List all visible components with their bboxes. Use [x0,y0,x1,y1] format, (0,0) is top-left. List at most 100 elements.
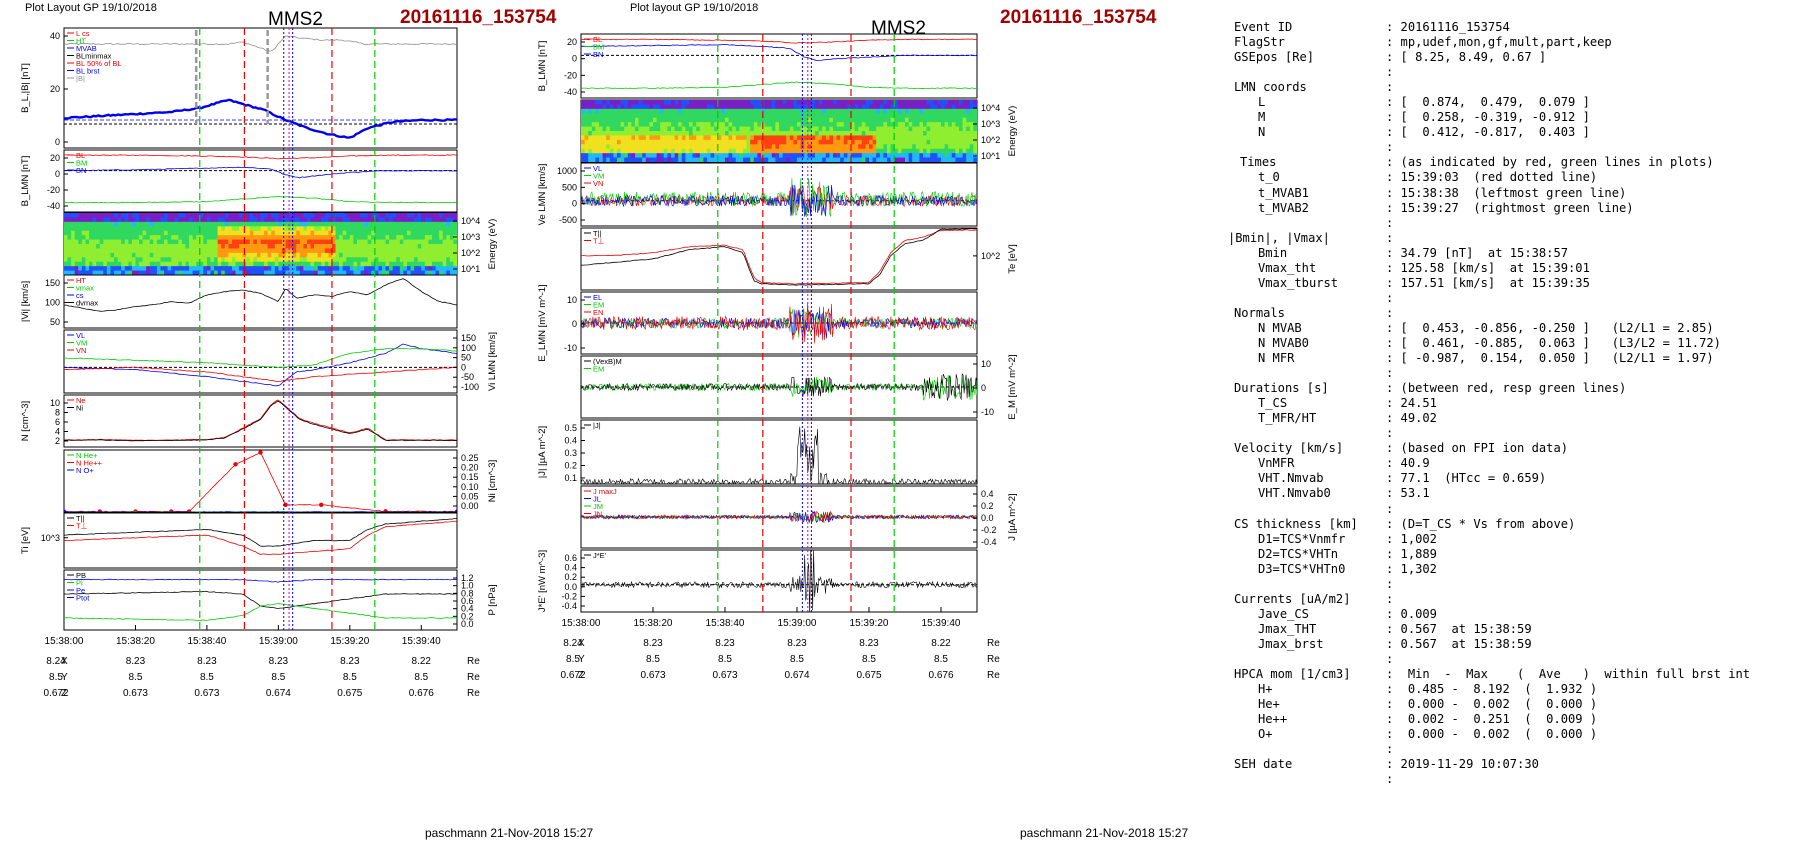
right-Blmn-series-BN [581,43,977,61]
summary-times-row: t_MVAB1: 15:38:38 (leftmost green line) [1258,185,1627,200]
right-Te-frame [580,227,978,291]
right-Jlmn-tick-label: -0.2 [981,525,997,535]
summary-currents-row: Jave_CS: 0.009 [1258,606,1437,621]
left-B-legend-entry: BL brst [76,67,100,76]
summary-bmin-row: Bmin: 34.79 [nT] at 15:38:57 [1258,245,1569,260]
position-row-label: Y [61,672,68,683]
event-marker-lines [199,28,376,630]
right-Te-legend-entry: T|| [593,229,602,238]
left-Blmn-tick-label: -20 [47,185,60,195]
nion-point [454,509,457,512]
right-Te-series-T [581,229,977,285]
left-P-series-Pi [64,603,457,622]
position-row-label: Z [578,670,584,681]
left-P-frame [63,569,458,631]
summary-event-id: Event ID: 20161116_153754 [1234,20,1510,34]
position-value: 8.23 [340,656,360,667]
summary-gsepos: GSEpos [Re]: [ 8.25, 8.49, 0.67 ] [1234,50,1547,65]
left-plot-layout-note: Plot Layout GP 19/10/2018 [25,2,157,14]
position-value: 0.673 [194,688,219,699]
position-row-label: Y [578,654,585,665]
left-spec-tick-label: 10^4 [461,216,480,226]
summary-currents-row: Jmax_brst: 0.567 at 15:38:59 [1258,636,1532,651]
left-Nion-legend-entry: N He+ [76,451,98,460]
summary-hpca-row: He+: 0.000 - 0.002 ( 0.000 ) [1258,697,1598,712]
left-B-tick-label: 20 [50,84,60,94]
left-Blmn-ylabel: B_LMN [nT] [20,156,31,207]
left-N-tick-label: 6 [55,417,60,427]
left-Nion-ylabel: Ni [cm^-3] [487,460,498,502]
left-B-ylabel: B_L,|B| [nT] [20,63,31,113]
right-Blmn-series-BL [581,38,977,44]
left-P-legend-entry: Pi [76,579,83,588]
summary-normals-row: N MVAB: [ 0.453, -0.856, -0.250 ] (L2/L1… [1258,320,1714,335]
right-E-series-EL [581,309,977,339]
position-value: 8.5 [343,672,357,683]
position-value: 8.5 [49,672,63,683]
time-tick-label: 15:39:20 [330,636,369,647]
time-tick-label: 15:38:40 [706,618,745,629]
summary-times-row: t_MVAB2: 15:39:27 (rightmost green line) [1258,200,1634,215]
position-value: 8.23 [787,638,807,649]
left-P-tick-label: 1.0 [461,581,474,591]
right-E-legend-entry: EL [593,293,602,302]
position-value: 0.673 [712,670,737,681]
position-value: 0.673 [640,670,665,681]
right-EM-legend-entry: (VexB)M [593,357,622,366]
left-Nion-tick-label: 0.20 [461,463,479,473]
left-Ti-panel: 10^3 Ti [eV] T||T⊥ [20,512,458,569]
left-P-ylabel: P [nPa] [487,585,498,616]
nion-point [258,450,263,455]
right-J-frame [580,419,978,485]
right-Velmn-series-VL [581,184,977,217]
left-P-tick-label: 1.2 [461,573,474,583]
right-spec-tick-label: 10^1 [981,151,1000,161]
left-Ti-legend-entry: T⊥ [76,522,88,531]
time-tick-label: 15:38:00 [562,618,601,629]
right-spec-spectrogram [581,100,977,162]
left-N-legend-entry: Ni [76,404,83,413]
summary-thickness-row: D2=TCS*VHTn: 1,889 [1258,546,1437,561]
left-Blmn-tick-label: -40 [47,201,60,211]
left-Ti-ylabel: Ti [eV] [20,527,31,554]
right-Blmn-ylabel: B_LMN [nT] [537,41,548,92]
right-Jlmn-tick-label: 0.0 [981,513,994,523]
left-Vilmn-tick-label: 50 [461,353,471,363]
position-value: 8.5 [129,672,143,683]
left-Ti-series-T [64,518,457,547]
position-value: 0.676 [409,688,434,699]
right-Velmn-frame [580,162,978,227]
right-Jlmn-legend-entry: JL [593,495,601,504]
left-N-legend-entry: Ne [76,396,86,405]
summary-thickness-title: CS thickness [km]: (D=T_CS * Vs from abo… [1234,516,1576,531]
position-value: 8.5 [414,672,428,683]
left-B-series-B [64,35,457,52]
right-spec-tick-label: 10^4 [981,103,1000,113]
position-unit: Re [987,638,1000,649]
summary-hpca-title: HPCA mom [1/cm3]: Min - Max ( Ave ) with… [1234,667,1751,682]
summary-bmin-row: Vmax_tburst: 157.51 [km/s] at 15:39:35 [1258,275,1590,290]
summary-velocity-title: Velocity [km/s]: (based on FPI ion data) [1234,441,1569,456]
right-Velmn-tick-label: 1000 [557,166,577,176]
right-E-legend-entry: EM [593,301,604,310]
summary-times-row: t_0: 15:39:03 (red dotted line) [1258,170,1598,185]
right-Velmn-legend-entry: VM [593,172,604,181]
left-P-legend-entry: PB [76,571,86,580]
right-E-legend-entry: EN [593,308,603,317]
right-JE-frame [580,549,978,613]
right-EM-tick-label: -10 [981,407,994,417]
right-Blmn-tick-label: -40 [564,87,577,97]
position-value: 8.5 [646,654,660,665]
position-value: 0.674 [784,670,809,681]
position-value: 8.5 [862,654,876,665]
left-P-series-Ptot [64,578,457,583]
left-Nion-legend-entry: N O+ [76,466,94,475]
left-N-tick-label: 10 [50,398,60,408]
left-B-legend-entry: BLminmax [76,52,112,61]
left-N-tick-label: 2 [55,436,60,446]
right-Jlmn-legend-entry: J maxJ [593,487,617,496]
summary-thickness-row: D1=TCS*Vnmfr: 1,002 [1258,531,1437,546]
right-Blmn-legend-entry: BM [593,43,604,52]
